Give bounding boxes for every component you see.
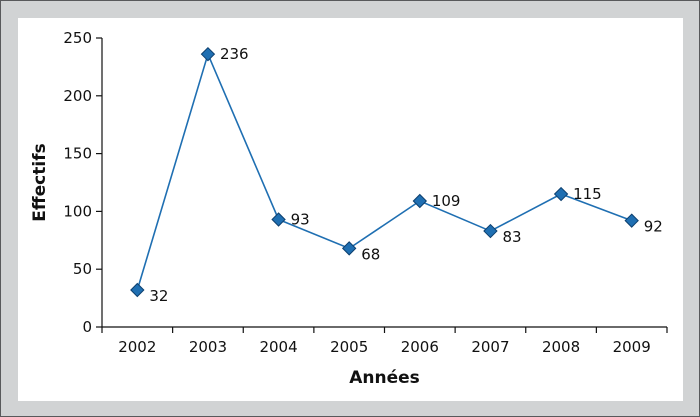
data-label: 115 bbox=[573, 185, 602, 203]
data-label: 236 bbox=[220, 45, 249, 63]
data-label: 68 bbox=[361, 245, 380, 263]
y-tick-label: 50 bbox=[73, 260, 92, 278]
x-axis: 2002 2003 2004 2005 2006 2007 2008 2009 bbox=[101, 326, 668, 356]
x-tick-label: 2009 bbox=[613, 338, 651, 356]
chart-panel bbox=[18, 18, 683, 401]
data-point bbox=[412, 193, 428, 209]
data-label: 109 bbox=[432, 192, 461, 210]
y-axis: 0 50 100 150 200 250 bbox=[63, 29, 103, 336]
x-tick-label: 2007 bbox=[471, 338, 509, 356]
x-tick-label: 2003 bbox=[189, 338, 227, 356]
y-tick-label: 150 bbox=[63, 145, 92, 163]
data-point bbox=[271, 212, 286, 227]
y-tick-label: 200 bbox=[63, 87, 92, 105]
data-point bbox=[624, 213, 639, 228]
series-group bbox=[130, 46, 639, 298]
x-tick-label: 2008 bbox=[542, 338, 580, 356]
x-axis-title: Années bbox=[349, 368, 420, 388]
x-tick-label: 2002 bbox=[118, 338, 156, 356]
y-tick-label: 0 bbox=[82, 318, 92, 336]
data-label: 83 bbox=[502, 228, 521, 246]
y-tick-label: 100 bbox=[63, 202, 92, 220]
data-point bbox=[341, 241, 357, 256]
series-line bbox=[136, 51, 632, 291]
data-label: 32 bbox=[149, 287, 168, 305]
x-tick-label: 2005 bbox=[330, 338, 368, 356]
x-tick-label: 2006 bbox=[401, 338, 439, 356]
data-label: 93 bbox=[291, 210, 310, 228]
y-tick-label: 250 bbox=[63, 29, 92, 47]
data-label: 92 bbox=[644, 218, 663, 236]
data-point bbox=[200, 46, 216, 62]
data-point bbox=[483, 223, 498, 239]
y-axis-title: Effectifs bbox=[30, 143, 50, 221]
data-point bbox=[553, 186, 569, 202]
data-labels: 32 236 93 68 109 83 115 92 bbox=[149, 45, 662, 305]
x-tick-label: 2004 bbox=[259, 338, 297, 356]
data-point bbox=[130, 282, 145, 298]
